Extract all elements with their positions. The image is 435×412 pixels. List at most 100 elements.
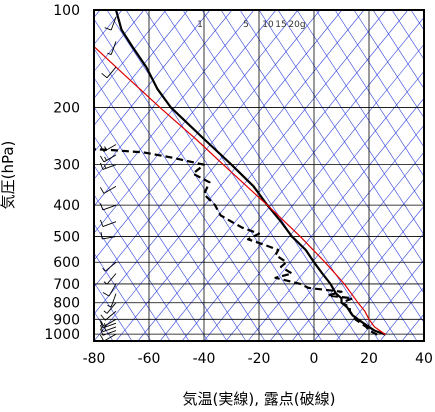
wind-barb-staff bbox=[102, 322, 117, 329]
wind-barb-staff bbox=[102, 236, 117, 240]
mixing-ratio-labels: 1 5 10 15 20g bbox=[197, 20, 305, 30]
x-tick-label: -80 bbox=[83, 351, 106, 367]
wind-barb-staff bbox=[106, 273, 117, 285]
wind-barb-staff bbox=[104, 310, 117, 321]
sounding-series bbox=[94, 10, 386, 336]
guide-line bbox=[357, 259, 424, 341]
wind-barb bbox=[103, 302, 117, 314]
guide-line bbox=[94, 106, 247, 341]
guide-line bbox=[239, 10, 424, 294]
y-tick-label: 1000 bbox=[44, 327, 80, 343]
guide-line bbox=[334, 10, 424, 148]
guide-line bbox=[94, 10, 145, 72]
guide-line bbox=[94, 10, 167, 99]
wind-barb-staff bbox=[102, 204, 117, 211]
wind-barb-staff bbox=[103, 318, 117, 327]
guide-line bbox=[94, 135, 228, 341]
plot-frame bbox=[93, 9, 425, 342]
guide-line bbox=[225, 97, 424, 341]
parcel-line bbox=[94, 45, 386, 336]
wind-barb-flag bbox=[99, 320, 105, 327]
mixing-ratio-label: 5 bbox=[243, 20, 249, 30]
x-axis-label: 気温(実線), 露点(破線) bbox=[183, 390, 336, 408]
wind-barb bbox=[100, 321, 117, 329]
wind-barb-staff bbox=[102, 221, 117, 227]
guide-line bbox=[94, 194, 190, 341]
guide-line bbox=[220, 10, 424, 324]
wind-barbs bbox=[99, 16, 117, 342]
wind-barb bbox=[103, 273, 117, 285]
guide-line bbox=[372, 10, 424, 90]
wind-barb-flag bbox=[104, 156, 107, 161]
guide-line bbox=[94, 10, 189, 126]
mixing-ratio-label: 20g bbox=[288, 20, 305, 30]
y-tick-label: 300 bbox=[53, 158, 80, 174]
guide-line bbox=[94, 223, 171, 341]
guide-line bbox=[94, 77, 266, 341]
guide-line bbox=[94, 47, 285, 341]
guide-line bbox=[379, 286, 424, 341]
wind-barb bbox=[104, 16, 117, 31]
temperature-line bbox=[114, 10, 386, 336]
mixing-ratio-label: 1 bbox=[197, 20, 203, 30]
guide-line bbox=[94, 10, 233, 180]
wind-barb-staff bbox=[103, 333, 117, 342]
guide-line bbox=[163, 10, 380, 341]
wind-barb-flag bbox=[100, 203, 104, 211]
wind-barb-staff bbox=[103, 154, 117, 163]
wind-barb bbox=[101, 66, 117, 79]
guide-line bbox=[94, 10, 321, 288]
wind-barb-flag bbox=[103, 310, 108, 314]
wind-barb-flag bbox=[103, 281, 108, 285]
wind-barb bbox=[100, 162, 117, 170]
wind-barb-flag bbox=[100, 321, 104, 329]
guide-line bbox=[94, 164, 209, 341]
x-tick-label: -20 bbox=[248, 351, 271, 367]
guide-line bbox=[144, 10, 361, 341]
wind-barb-flag bbox=[100, 219, 104, 227]
guide-line bbox=[335, 232, 424, 341]
wind-barb bbox=[99, 154, 117, 163]
wind-barb-staff bbox=[108, 283, 117, 297]
wind-barb-flag bbox=[100, 314, 106, 321]
x-tick-label: 40 bbox=[415, 351, 433, 367]
wind-barb bbox=[102, 261, 117, 272]
guide-line bbox=[181, 43, 424, 341]
guide-line bbox=[296, 10, 424, 207]
wind-barb bbox=[107, 293, 117, 308]
guide-line bbox=[291, 178, 424, 341]
wind-barb-staff bbox=[102, 326, 117, 333]
wind-barb-flag bbox=[107, 304, 112, 308]
wind-barb-flag bbox=[100, 324, 104, 332]
guide-line bbox=[269, 151, 424, 341]
wind-barb-staff bbox=[106, 66, 117, 79]
wind-barb-staff bbox=[102, 330, 117, 336]
guide-line bbox=[353, 10, 424, 119]
mixing-ratio-label: 10 bbox=[262, 20, 274, 30]
guide-line bbox=[94, 281, 133, 341]
wind-barb-flag bbox=[103, 322, 107, 328]
guide-line bbox=[313, 205, 424, 341]
wind-barb-staff bbox=[106, 302, 117, 314]
y-tick-label: 400 bbox=[53, 198, 80, 214]
wind-barb-staff bbox=[110, 293, 117, 307]
wind-barb bbox=[99, 144, 117, 152]
wind-barb-flag bbox=[100, 328, 104, 336]
grid-lines bbox=[93, 9, 425, 341]
guide-lines bbox=[94, 10, 424, 341]
guide-line bbox=[94, 10, 365, 341]
guide-line bbox=[125, 10, 342, 341]
dewpoint-line bbox=[94, 148, 378, 336]
guide-line bbox=[203, 70, 424, 341]
wind-barb bbox=[102, 283, 117, 297]
wind-barb bbox=[100, 328, 117, 336]
y-tick-label: 700 bbox=[53, 277, 80, 293]
wind-barb-flag bbox=[104, 146, 107, 151]
y-tick-label: 100 bbox=[53, 3, 80, 19]
wind-barb-flag bbox=[99, 155, 105, 163]
guide-line bbox=[94, 10, 255, 207]
guide-line bbox=[94, 10, 343, 315]
wind-barb bbox=[100, 203, 117, 211]
